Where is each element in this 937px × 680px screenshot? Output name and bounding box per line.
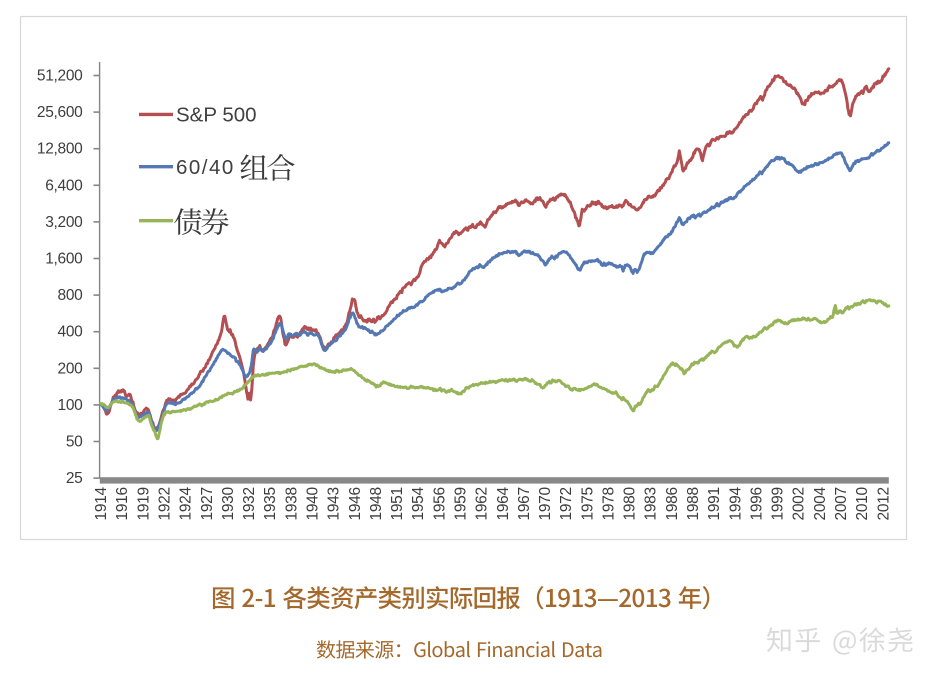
svg-text:3,200: 3,200 <box>45 214 83 231</box>
svg-text:1978: 1978 <box>601 487 618 520</box>
svg-text:1954: 1954 <box>410 487 427 521</box>
svg-text:1999: 1999 <box>770 487 787 520</box>
svg-text:50: 50 <box>66 434 83 451</box>
svg-text:400: 400 <box>58 324 84 341</box>
svg-text:1914: 1914 <box>93 487 110 521</box>
svg-text:1967: 1967 <box>516 487 533 520</box>
svg-text:1919: 1919 <box>135 487 152 520</box>
svg-text:1951: 1951 <box>389 487 406 520</box>
svg-text:1935: 1935 <box>262 487 279 520</box>
svg-text:2002: 2002 <box>791 487 808 520</box>
svg-text:1970: 1970 <box>537 487 554 521</box>
svg-text:25,600: 25,600 <box>37 104 83 121</box>
svg-text:2004: 2004 <box>812 487 829 521</box>
svg-text:1,600: 1,600 <box>45 251 83 268</box>
svg-text:1922: 1922 <box>157 487 174 520</box>
svg-text:2007: 2007 <box>833 487 850 520</box>
svg-text:12,800: 12,800 <box>37 141 83 158</box>
svg-text:1959: 1959 <box>453 487 470 520</box>
svg-text:1975: 1975 <box>579 487 596 520</box>
svg-text:100: 100 <box>58 397 84 414</box>
svg-text:1916: 1916 <box>114 487 131 520</box>
svg-text:1986: 1986 <box>664 487 681 520</box>
svg-text:1964: 1964 <box>495 487 512 521</box>
svg-text:1962: 1962 <box>474 487 491 520</box>
svg-text:800: 800 <box>58 287 84 304</box>
svg-text:1930: 1930 <box>220 487 237 521</box>
svg-text:S&P 500: S&P 500 <box>176 104 257 127</box>
svg-text:51,200: 51,200 <box>37 68 83 85</box>
svg-text:1972: 1972 <box>558 487 575 520</box>
svg-text:1946: 1946 <box>347 487 364 520</box>
svg-text:1980: 1980 <box>622 487 639 521</box>
svg-text:1948: 1948 <box>368 487 385 520</box>
svg-text:1994: 1994 <box>727 487 744 521</box>
svg-text:1988: 1988 <box>685 487 702 520</box>
svg-text:200: 200 <box>58 360 84 377</box>
svg-text:1943: 1943 <box>326 487 343 520</box>
svg-text:1927: 1927 <box>199 487 216 520</box>
svg-text:1996: 1996 <box>748 487 765 520</box>
svg-text:6,400: 6,400 <box>45 177 83 194</box>
svg-text:2010: 2010 <box>854 487 871 521</box>
svg-text:60/40: 60/40 <box>176 156 235 179</box>
svg-text:1956: 1956 <box>431 487 448 520</box>
svg-text:1940: 1940 <box>305 487 322 521</box>
svg-text:1983: 1983 <box>643 487 660 520</box>
svg-text:2012: 2012 <box>875 487 892 520</box>
svg-text:1991: 1991 <box>706 487 723 520</box>
svg-text:25: 25 <box>66 470 83 487</box>
svg-text:1924: 1924 <box>178 487 195 521</box>
svg-text:1932: 1932 <box>241 487 258 520</box>
svg-text:1938: 1938 <box>283 487 300 520</box>
